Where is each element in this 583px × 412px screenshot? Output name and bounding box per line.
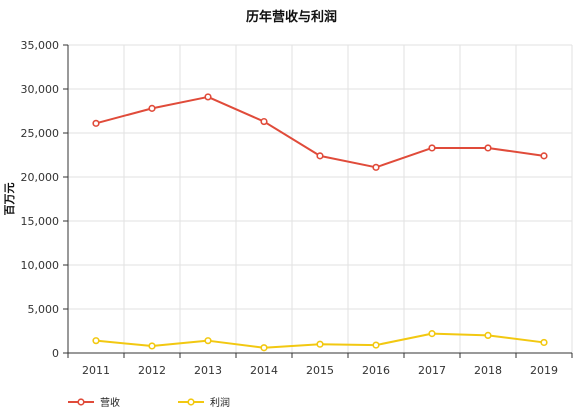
data-point-0 — [484, 144, 492, 152]
y-tick-label: 5,000 — [28, 303, 60, 316]
x-tick-label: 2018 — [474, 364, 502, 377]
x-tick-label: 2013 — [194, 364, 222, 377]
y-tick-label: 35,000 — [21, 39, 60, 52]
legend-label-1: 利润 — [210, 396, 230, 409]
data-point-1 — [316, 340, 324, 348]
y-tick-label: 10,000 — [21, 259, 60, 272]
y-tick-label: 25,000 — [21, 127, 60, 140]
data-point-1 — [204, 337, 212, 345]
data-point-1 — [372, 341, 380, 349]
data-point-0 — [204, 93, 212, 101]
x-tick-label: 2014 — [250, 364, 278, 377]
y-tick-label: 30,000 — [21, 83, 60, 96]
data-point-0 — [428, 144, 436, 152]
data-point-1 — [428, 330, 436, 338]
data-point-0 — [92, 119, 100, 127]
y-tick-label: 15,000 — [21, 215, 60, 228]
data-point-0 — [148, 104, 156, 112]
data-point-1 — [540, 338, 548, 347]
legend-marker-1 — [187, 398, 195, 406]
legend-label-0: 营收 — [100, 396, 120, 409]
data-point-0 — [372, 163, 380, 171]
x-tick-label: 2017 — [418, 364, 446, 377]
data-point-1 — [92, 337, 100, 345]
x-tick-label: 2012 — [138, 364, 166, 377]
data-point-0 — [540, 152, 548, 160]
y-tick-label: 0 — [52, 347, 59, 360]
data-point-1 — [484, 331, 492, 340]
x-tick-label: 2015 — [306, 364, 334, 377]
data-point-1 — [148, 342, 156, 350]
y-tick-label: 20,000 — [21, 171, 60, 184]
x-tick-label: 2011 — [82, 364, 110, 377]
data-point-1 — [260, 344, 268, 352]
x-tick-label: 2019 — [530, 364, 558, 377]
chart-title: 历年营收与利润 — [245, 10, 337, 25]
legend-marker-0 — [77, 398, 85, 406]
y-axis-label: 百万元 — [3, 183, 16, 216]
x-tick-label: 2016 — [362, 364, 390, 377]
data-point-0 — [260, 117, 268, 126]
data-point-0 — [316, 152, 324, 160]
